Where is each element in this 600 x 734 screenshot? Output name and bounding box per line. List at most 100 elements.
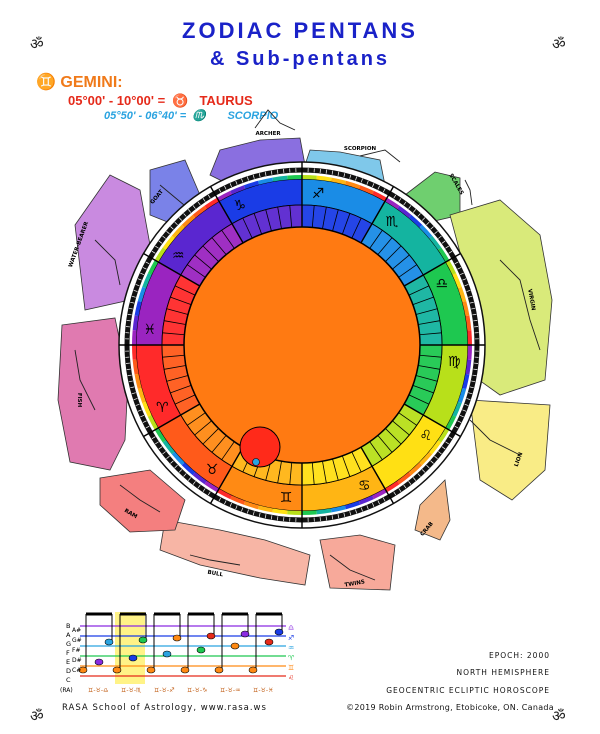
- sign-heading: ♊ GEMINI:: [36, 72, 123, 92]
- sign-boundary: [143, 403, 201, 438]
- pentan-divider: [369, 441, 383, 460]
- degree-tick: [408, 481, 412, 485]
- subpentan-band: [192, 205, 207, 218]
- constellation-shape: [159, 519, 311, 586]
- subpentan-band: [134, 373, 142, 389]
- constellation-label: LION: [514, 451, 525, 467]
- note-head: [94, 658, 104, 666]
- degree-tick: [229, 502, 232, 507]
- page-subtitle: & Sub-pentans: [209, 48, 391, 70]
- degree-tick: [142, 267, 147, 270]
- degree-tick: [355, 509, 358, 514]
- subpentan-band: [204, 480, 219, 493]
- pentan-divider: [170, 296, 192, 306]
- column-glyph: ♈: [288, 654, 295, 662]
- constellation-shape: [414, 479, 451, 541]
- subpentan-band: [330, 505, 346, 513]
- subpentan-band: [372, 488, 387, 500]
- degree-tick: [372, 502, 375, 507]
- sign-glyph: ♋: [358, 478, 371, 494]
- subpentan-band: [344, 180, 361, 190]
- star-line: [189, 554, 241, 566]
- degree-tick: [187, 477, 192, 481]
- sign-name: GEMINI:: [60, 74, 123, 91]
- degree-tick: [464, 403, 469, 406]
- star-line: [74, 349, 96, 411]
- subpentan-band: [358, 185, 374, 195]
- degree-tick: [183, 213, 187, 217]
- sign-glyph: ♑: [233, 198, 246, 214]
- subpentan-band: [465, 359, 472, 375]
- column-glyph: ♎: [288, 624, 294, 632]
- degree-tick: [372, 183, 375, 188]
- pentan-divider: [253, 213, 263, 235]
- pentan-divider: [164, 365, 186, 370]
- degree-tick: [469, 386, 474, 389]
- degree-tick: [170, 226, 174, 230]
- subpentan-band: [134, 301, 142, 317]
- pentan-name: TAURUS: [199, 93, 253, 108]
- degree-tick: [343, 173, 346, 178]
- degree-tick: [382, 497, 386, 502]
- pentan-divider: [265, 209, 272, 232]
- degree-tick: [337, 514, 340, 519]
- sign-glyph: ♍: [448, 354, 461, 370]
- subpentan-band: [397, 472, 412, 485]
- sequence-label: ♊-♉-♒: [220, 687, 240, 694]
- degree-tick: [252, 174, 255, 179]
- pentan-divider: [418, 320, 440, 325]
- epoch-label: EPOCH: 2000: [488, 651, 550, 660]
- degree-tick: [155, 245, 159, 249]
- sign-boundary: [360, 446, 395, 504]
- sign-boundary: [403, 252, 461, 287]
- degree-tick: [207, 491, 211, 496]
- pentan-divider: [162, 332, 185, 336]
- note-head: [128, 654, 138, 662]
- pentan-divider: [332, 209, 339, 232]
- degree-tick: [192, 205, 196, 209]
- degree-tick: [178, 469, 183, 473]
- pentan-divider: [377, 435, 393, 453]
- degree-tick: [343, 512, 346, 517]
- pentan-divider: [369, 230, 383, 249]
- pentan-divider: [392, 420, 410, 436]
- degree-tick: [434, 230, 438, 235]
- subpentan-band: [408, 462, 423, 476]
- degree-tick: [426, 221, 430, 226]
- degree-tick: [130, 301, 135, 304]
- pentan-divider: [174, 285, 196, 296]
- pentan-divider: [351, 217, 362, 239]
- pentan-divider: [418, 365, 440, 370]
- degree-tick: [331, 170, 334, 175]
- subpentan-band: [258, 177, 274, 185]
- subpentan-band: [429, 440, 442, 455]
- sign-glyph: ♉: [206, 462, 219, 478]
- column-glyph: ♌: [288, 674, 294, 682]
- degree-tick: [445, 245, 449, 249]
- pentan-divider: [412, 384, 434, 394]
- degree-tick: [412, 209, 417, 213]
- pentan-divider: [187, 412, 206, 426]
- center-disc: [183, 226, 421, 464]
- degree-tick: [158, 240, 163, 244]
- sign-glyph: ♐: [312, 186, 325, 202]
- pentan-divider: [412, 296, 434, 306]
- degree-tick: [355, 176, 358, 181]
- constellation-label: VIRGIN: [526, 289, 536, 312]
- pentan-divider: [170, 384, 192, 394]
- degree-tick: [448, 250, 453, 254]
- degree-tick: [224, 185, 227, 190]
- degree-tick: [325, 169, 327, 174]
- degree-tick: [445, 441, 449, 445]
- note-name: F: [66, 649, 70, 657]
- degree-tick: [151, 250, 156, 254]
- degree-tick: [140, 272, 145, 275]
- subpentan-band: [287, 175, 302, 180]
- degree-tick: [430, 226, 434, 230]
- subpentan-band: [132, 345, 137, 360]
- degree-tick: [235, 505, 238, 510]
- column-glyph: ♒: [288, 644, 294, 652]
- degree-tick: [398, 488, 402, 492]
- gemini-icon: ♊: [36, 74, 56, 91]
- degree-tick: [382, 188, 386, 193]
